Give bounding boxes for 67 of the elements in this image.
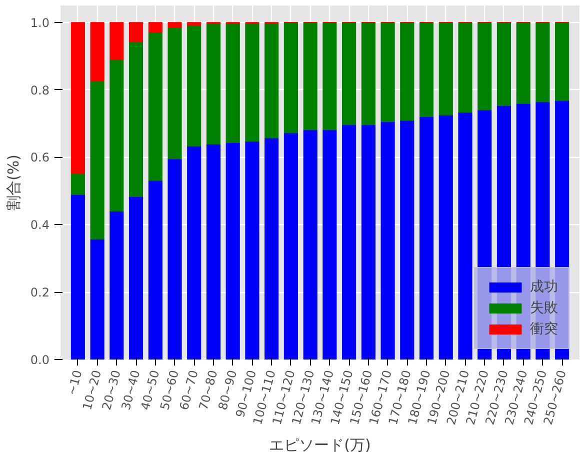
bar [90,238,104,360]
bar [438,22,453,116]
bar [110,210,124,360]
bar [264,23,279,138]
bar [70,173,85,195]
bar [400,120,414,360]
bar [361,124,376,360]
bar [536,22,550,102]
x-tick-label: ~10 [64,368,85,397]
bar [90,22,104,82]
bar [322,130,337,360]
bar [555,22,570,101]
bar [303,22,318,130]
bar [516,22,530,104]
bar [438,114,453,360]
legend-label: 衝突 [530,320,558,338]
bar [245,23,260,142]
bar [342,22,356,126]
bar [168,28,182,160]
y-tick-label: 0.8 [30,83,50,98]
bar [245,141,260,360]
bar [380,22,395,122]
bar [380,122,395,360]
bar [110,60,124,212]
bar [226,23,240,143]
y-tick-label: 0.2 [30,286,50,300]
bar [496,22,511,106]
bar [284,22,298,134]
bar [70,194,85,360]
bar [226,142,240,360]
bar [70,22,85,174]
y-axis-title: 割合(%) [4,154,22,210]
bar [458,22,472,113]
bar [187,25,202,146]
bar [129,42,144,197]
legend-label: 成功 [530,278,558,296]
y-tick-label: 0.0 [30,353,50,367]
x-tick-label: 30~40 [118,368,143,412]
bar [458,112,472,360]
bar [168,22,182,28]
bar [342,124,356,360]
bar [322,22,337,130]
bar [419,116,434,360]
bar [187,146,202,360]
bar [187,22,202,26]
bar [129,196,144,360]
bar [148,180,162,360]
y-tick-label: 1.0 [30,16,50,30]
bar [148,32,162,181]
bar [303,130,318,360]
bar [284,132,298,360]
x-axis-title: エピソード(万) [269,436,371,454]
legend-label: 失敗 [530,299,558,317]
bar [206,23,221,144]
bar [110,22,124,60]
bar [90,80,104,240]
bar [419,22,434,118]
bar [206,144,221,360]
bar [400,22,414,121]
y-tick-label: 0.6 [30,150,50,165]
bar [361,22,376,126]
bar [478,22,492,110]
y-tick-label: 0.4 [30,218,50,232]
bar [264,138,279,360]
bar [148,22,162,32]
bar [168,158,182,360]
bar [129,22,144,42]
